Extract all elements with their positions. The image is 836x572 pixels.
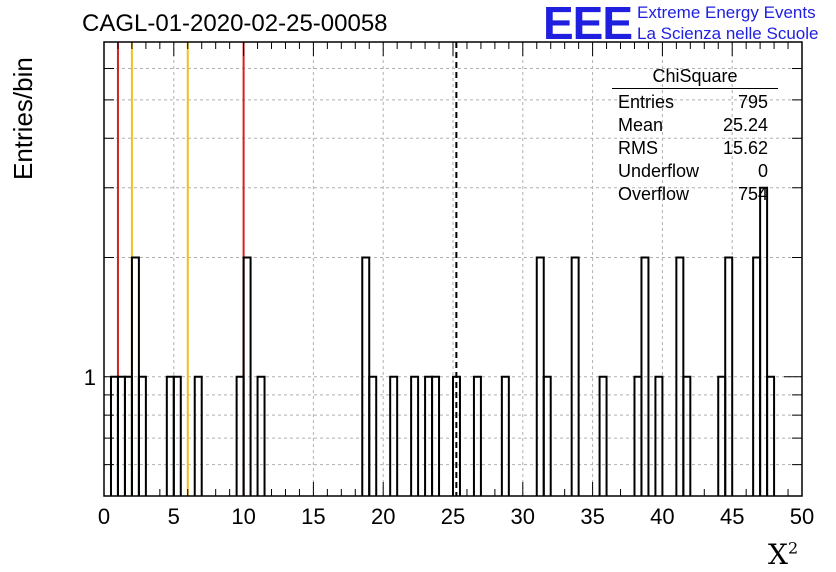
stats-value: 754 [737,184,768,204]
x-tick-label: 45 [720,504,744,529]
histogram-bin [368,375,378,496]
stats-title: ChiSquare [612,66,778,89]
x-tick-label: 30 [511,504,535,529]
stats-label: Entries [618,92,675,112]
histogram-bin [193,375,203,496]
stats-value: 15.62 [722,138,768,158]
x-axis-label: X2 [768,538,798,571]
histogram-bin [766,375,776,496]
stats-row-entries: Entries 795 [612,91,778,114]
histogram-bin [137,375,147,496]
stats-value: 0 [757,161,768,181]
x-axis-label-base: X [768,538,788,571]
x-tick-label: 5 [168,504,180,529]
logo-text-line2: La Scienza nelle Scuole [637,24,819,43]
stats-value: 795 [737,92,768,112]
histogram-bin [410,375,420,496]
x-tick-label: 15 [301,504,325,529]
y-axis-label: Entries/bin [8,57,38,180]
stats-label: RMS [618,138,658,158]
histogram-bin [256,375,266,496]
histogram-bin [759,186,769,496]
x-tick-label: 25 [441,504,465,529]
histogram-bin [682,375,692,496]
x-tick-label: 10 [231,504,255,529]
x-tick-label: 20 [371,504,395,529]
axis-ticks [103,41,803,496]
stats-label: Underflow [618,161,700,181]
x-tick-label: 50 [790,504,814,529]
stats-row-overflow: Overflow 754 [612,183,778,206]
histogram-bin [570,256,580,496]
histogram-bin [598,375,608,496]
histogram-bin [172,375,182,496]
histogram-bin [500,375,510,496]
logo-text-line1: Extreme Energy Events [637,3,816,22]
y-tick-label: 1 [84,365,96,390]
stats-row-rms: RMS 15.62 [612,137,778,160]
histogram-bin [724,256,734,496]
histogram-bin [542,375,552,496]
reference-lines [116,42,458,496]
histogram-bin [654,375,664,496]
x-axis-label-superscript: 2 [787,538,799,558]
histogram-bin [472,375,482,496]
stats-value: 25.24 [722,115,768,135]
stats-label: Overflow [618,184,690,204]
histogram-bin [389,375,399,496]
histogram-bin [431,375,441,496]
histogram-bin [452,375,461,496]
stats-row-mean: Mean 25.24 [612,114,778,137]
histogram [109,186,776,496]
x-tick-label: 35 [580,504,604,529]
stats-row-underflow: Underflow 0 [612,160,778,183]
stats-label: Mean [618,115,664,135]
histogram-bin [242,256,252,496]
x-tick-label: 0 [98,504,110,529]
histogram-bin [640,256,650,496]
eee-logo: EEE [543,0,633,49]
x-tick-label: 40 [650,504,674,529]
stats-box: ChiSquare Entries 795 Mean 25.24 RMS 15.62 … [612,66,778,206]
chart-title: CAGL-01-2020-02-25-00058 [82,10,388,37]
tick-labels: 0 5 10 15 20 25 30 35 40 45 50 1 [84,365,814,529]
